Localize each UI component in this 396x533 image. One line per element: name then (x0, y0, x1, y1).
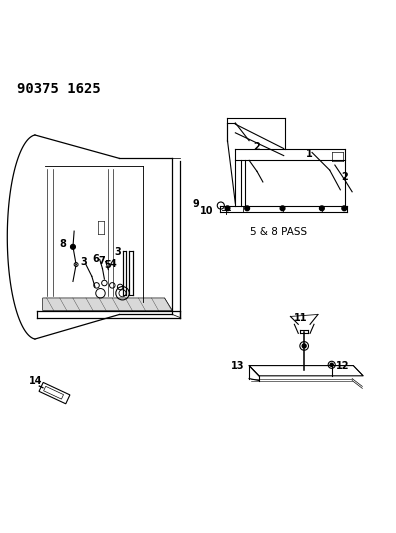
Circle shape (70, 245, 75, 249)
Text: 2: 2 (253, 142, 260, 151)
Text: 1: 1 (306, 149, 313, 159)
Text: 13: 13 (231, 361, 244, 370)
Polygon shape (43, 298, 172, 311)
Text: 10: 10 (200, 206, 213, 216)
Circle shape (225, 206, 230, 211)
Circle shape (280, 206, 285, 211)
Circle shape (342, 206, 346, 211)
Text: 4: 4 (110, 259, 116, 269)
Text: 6: 6 (92, 254, 99, 264)
Circle shape (245, 206, 249, 211)
Text: 5 & 8 PASS: 5 & 8 PASS (250, 227, 307, 237)
Text: 11: 11 (294, 313, 308, 324)
Circle shape (302, 344, 306, 348)
Circle shape (330, 363, 333, 366)
Text: 2: 2 (341, 172, 348, 182)
Text: 3: 3 (81, 257, 88, 267)
Text: 5: 5 (104, 260, 111, 270)
Text: 8: 8 (59, 239, 66, 249)
Circle shape (320, 206, 324, 211)
Text: 3: 3 (114, 247, 121, 257)
Text: 14: 14 (29, 376, 43, 386)
Text: 9: 9 (192, 199, 199, 208)
Text: 90375 1625: 90375 1625 (17, 82, 101, 96)
Text: 12: 12 (337, 361, 350, 370)
Text: 7: 7 (99, 256, 105, 266)
